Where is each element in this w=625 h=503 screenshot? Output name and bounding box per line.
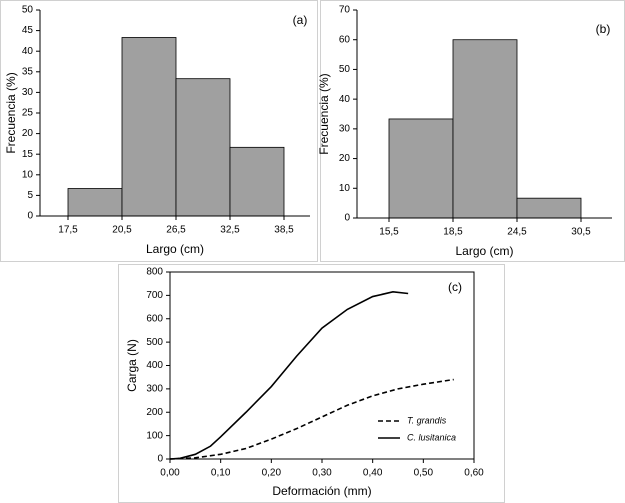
bar	[67, 188, 123, 217]
y-tick-label: 25	[22, 108, 34, 119]
y-tick-label: 15	[22, 149, 34, 160]
y-tick-label: 40	[339, 94, 351, 105]
x-tick-label: 30,5	[571, 227, 591, 238]
x-axis-label: Deformación (mm)	[272, 484, 371, 498]
panel-label: (a)	[293, 13, 308, 27]
y-tick-label: 45	[22, 25, 34, 36]
y-tick-label: 600	[146, 313, 163, 324]
y-tick-label: 200	[146, 407, 163, 418]
y-tick-label: 30	[339, 123, 351, 134]
x-tick-label: 15,5	[379, 227, 399, 238]
bar	[121, 37, 177, 217]
y-tick-label: 0	[157, 454, 163, 465]
legend-label: T. grandis	[407, 415, 447, 425]
line	[169, 291, 409, 460]
x-tick-label: 0,10	[211, 468, 231, 479]
x-tick-label: 0,20	[262, 468, 282, 479]
line	[169, 378, 454, 460]
y-tick-label: 50	[339, 64, 351, 75]
x-tick-label: 32,5	[220, 225, 240, 236]
y-tick-label: 400	[146, 360, 163, 371]
x-tick-label: 0,00	[160, 468, 180, 479]
x-tick-label: 17,5	[58, 225, 78, 236]
legend-label: C. lusitanica	[407, 432, 456, 442]
x-tick-label: 0,50	[414, 468, 434, 479]
y-tick-label: 0	[344, 213, 350, 224]
bar	[452, 39, 518, 219]
x-tick-label: 0,30	[312, 468, 332, 479]
y-tick-label: 700	[146, 290, 163, 301]
y-axis-label: Carga (N)	[125, 339, 139, 392]
y-tick-label: 20	[339, 153, 351, 164]
x-tick-label: 24,5	[507, 227, 527, 238]
x-axis-label: Largo (cm)	[455, 244, 513, 258]
y-axis-label: Frecuencia (%)	[317, 73, 331, 154]
y-tick-label: 30	[22, 87, 34, 98]
x-axis-label: Largo (cm)	[146, 242, 204, 256]
y-tick-label: 20	[22, 128, 34, 139]
x-tick-label: 18,5	[443, 227, 463, 238]
y-tick-label: 100	[146, 430, 163, 441]
y-axis-label: Frecuencia (%)	[4, 72, 18, 153]
y-tick-label: 35	[22, 66, 34, 77]
y-tick-label: 40	[22, 46, 34, 57]
bar	[175, 78, 231, 217]
panel-label: (c)	[448, 280, 462, 294]
y-tick-label: 500	[146, 337, 163, 348]
y-tick-label: 300	[146, 384, 163, 395]
y-tick-label: 60	[339, 34, 351, 45]
x-tick-label: 20,5	[112, 225, 132, 236]
y-tick-label: 5	[27, 190, 33, 201]
x-tick-label: 0,60	[464, 468, 484, 479]
y-tick-label: 50	[22, 5, 34, 16]
y-tick-label: 70	[339, 5, 351, 16]
panel-label: (b)	[596, 22, 611, 36]
y-tick-label: 0	[27, 211, 33, 222]
bar	[516, 197, 582, 219]
plot-frame	[169, 271, 475, 460]
bar	[388, 118, 454, 219]
y-tick-label: 10	[22, 169, 34, 180]
bar	[229, 146, 285, 217]
x-tick-label: 26,5	[166, 225, 186, 236]
y-tick-label: 10	[339, 183, 351, 194]
x-tick-label: 38,5	[274, 225, 294, 236]
panel-frame	[0, 0, 318, 262]
x-tick-label: 0,40	[363, 468, 383, 479]
y-tick-label: 800	[146, 267, 163, 278]
